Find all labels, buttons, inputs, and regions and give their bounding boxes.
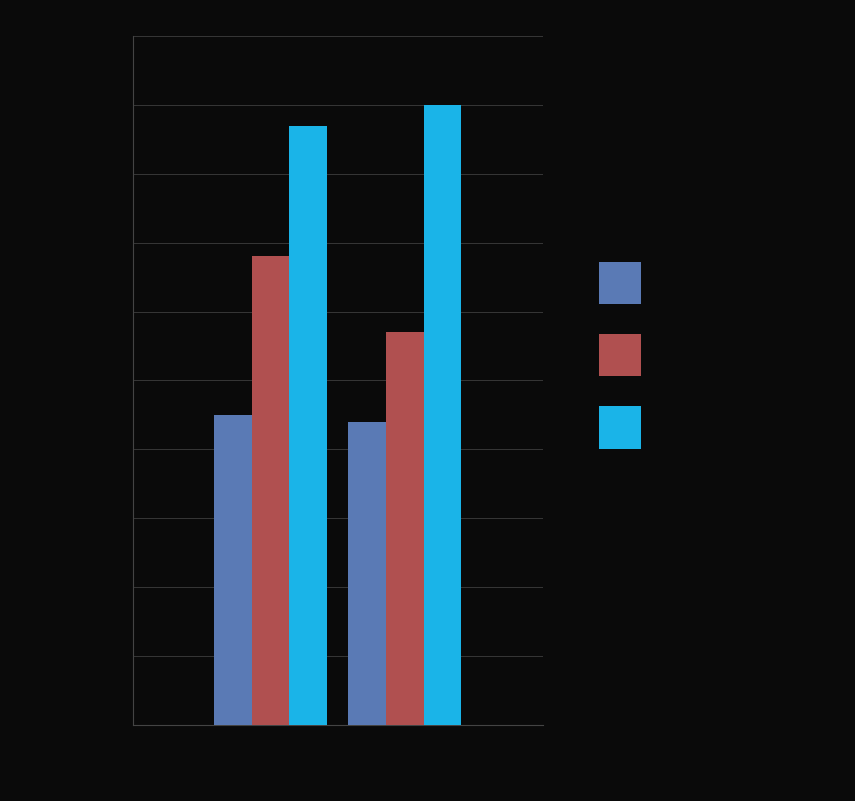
Bar [424,105,462,725]
Bar [251,256,289,725]
Bar [349,422,386,725]
Bar [386,332,424,725]
Bar [289,126,327,725]
Bar [214,415,251,725]
